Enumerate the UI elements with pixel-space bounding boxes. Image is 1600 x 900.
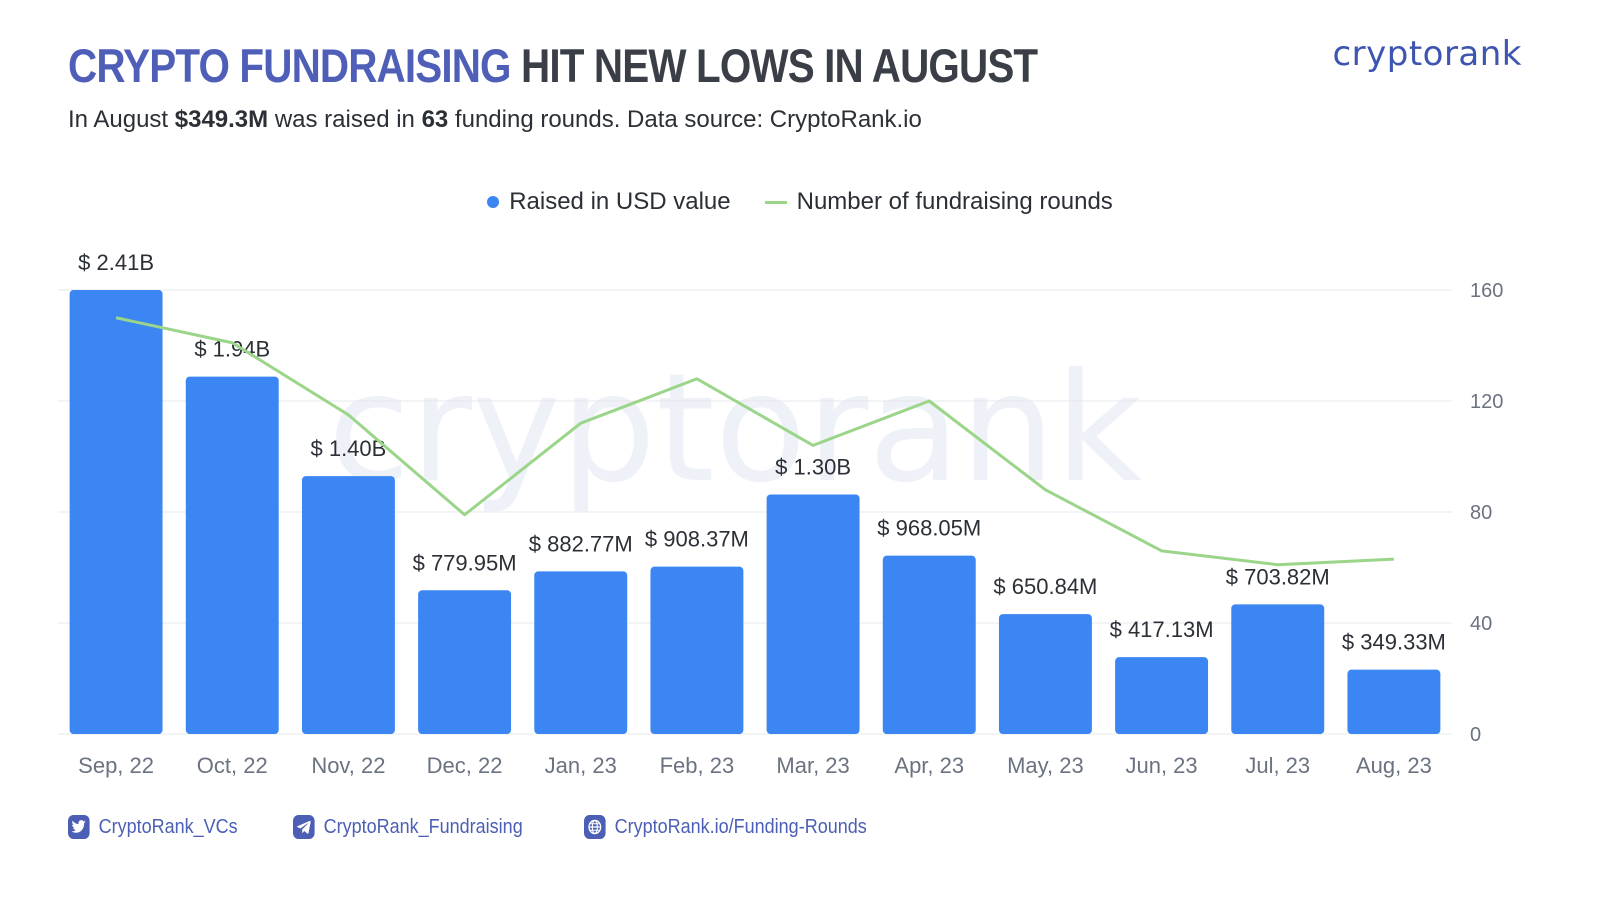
y-axis-tick-label: 120 [1470, 391, 1503, 413]
bar[interactable] [301, 476, 395, 734]
bar[interactable] [998, 614, 1092, 734]
y-axis-tick-label: 160 [1470, 280, 1503, 302]
rounds-line-series [115, 316, 1394, 567]
bar[interactable] [650, 566, 744, 734]
telegram-link[interactable]: CryptoRank_Fundraising [292, 815, 523, 839]
bar[interactable] [534, 571, 628, 734]
bar[interactable] [1115, 657, 1209, 734]
footer-links: CryptoRank_VCs CryptoRank_Fundraising Cr… [68, 815, 898, 839]
subtitle-suffix: funding rounds. Data source: CryptoRank.… [448, 106, 922, 133]
bar-value-label: $ 417.13M [1110, 617, 1214, 642]
x-axis-category-label: Aug, 23 [1356, 753, 1432, 778]
telegram-icon [292, 815, 315, 839]
twitter-link[interactable]: CryptoRank_VCs [68, 815, 238, 839]
globe-icon [583, 815, 606, 839]
subtitle-mid: was raised in [268, 106, 422, 133]
bar[interactable] [69, 290, 163, 734]
x-axis-category-label: Jul, 23 [1245, 753, 1310, 778]
cryptorank-logo: cryptorank [1332, 34, 1522, 74]
x-axis-category-label: Nov, 22 [311, 753, 385, 778]
x-axis-category-label: Jun, 23 [1125, 753, 1197, 778]
bar-value-label: $ 1.30B [775, 454, 851, 479]
legend-dot-icon [487, 196, 500, 208]
bar-value-label: $ 703.82M [1226, 564, 1330, 589]
legend-line-icon [764, 200, 787, 204]
x-axis-category-label: Apr, 23 [894, 753, 964, 778]
twitter-handle: CryptoRank_VCs [98, 815, 238, 838]
x-axis-category-label: Jan, 23 [545, 753, 617, 778]
watermark-text: cryptorank [328, 342, 1142, 516]
bar[interactable] [882, 555, 976, 734]
bar-value-label: $ 779.95M [413, 550, 517, 575]
x-axis-category-label: Feb, 23 [660, 753, 735, 778]
bar-value-label: $ 968.05M [877, 516, 981, 541]
bar[interactable] [1231, 604, 1325, 734]
bar-value-label: $ 882.77M [529, 531, 633, 556]
chart-subtitle: In August $349.3M was raised in 63 fundi… [68, 106, 922, 134]
legend-item-line[interactable]: Number of fundraising rounds [764, 188, 1113, 216]
title-accent: CRYPTO FUNDRAISING [68, 39, 512, 92]
x-axis-category-label: Dec, 22 [427, 753, 503, 778]
y-axis-tick-label: 0 [1470, 724, 1481, 746]
chart-title: CRYPTO FUNDRAISING HIT NEW LOWS IN AUGUS… [68, 38, 1038, 93]
subtitle-amount: $349.3M [174, 106, 269, 133]
telegram-handle: CryptoRank_Fundraising [323, 815, 523, 838]
legend-bars-label: Raised in USD value [509, 188, 731, 215]
y-axis-tick-label: 80 [1470, 502, 1492, 524]
bar[interactable] [766, 494, 860, 734]
bar-value-label: $ 908.37M [645, 527, 749, 552]
website-url: CryptoRank.io/Funding-Rounds [614, 815, 867, 838]
x-axis-category-label: May, 23 [1007, 753, 1084, 778]
subtitle-prefix: In August [68, 106, 175, 133]
legend-item-bars[interactable]: Raised in USD value [487, 188, 731, 216]
bar[interactable] [418, 590, 512, 734]
x-axis-category-label: Oct, 22 [197, 753, 268, 778]
twitter-icon [68, 815, 90, 839]
bar[interactable] [1347, 669, 1441, 734]
legend-line-label: Number of fundraising rounds [796, 188, 1113, 215]
x-axis-category-label: Mar, 23 [776, 753, 849, 778]
subtitle-rounds: 63 [421, 106, 449, 133]
title-rest: HIT NEW LOWS IN AUGUST [510, 39, 1038, 92]
chart-legend: Raised in USD value Number of fundraisin… [0, 188, 1600, 216]
website-link[interactable]: CryptoRank.io/Funding-Rounds [583, 815, 867, 839]
x-axis-category-label: Sep, 22 [78, 753, 154, 778]
bar-value-label: $ 2.41B [78, 250, 154, 275]
bar[interactable] [185, 376, 279, 734]
bar-value-label: $ 650.84M [993, 574, 1097, 599]
y-axis-tick-label: 40 [1470, 613, 1492, 635]
bar-value-label: $ 349.33M [1342, 630, 1446, 655]
bar-value-label: $ 1.40B [310, 436, 386, 461]
